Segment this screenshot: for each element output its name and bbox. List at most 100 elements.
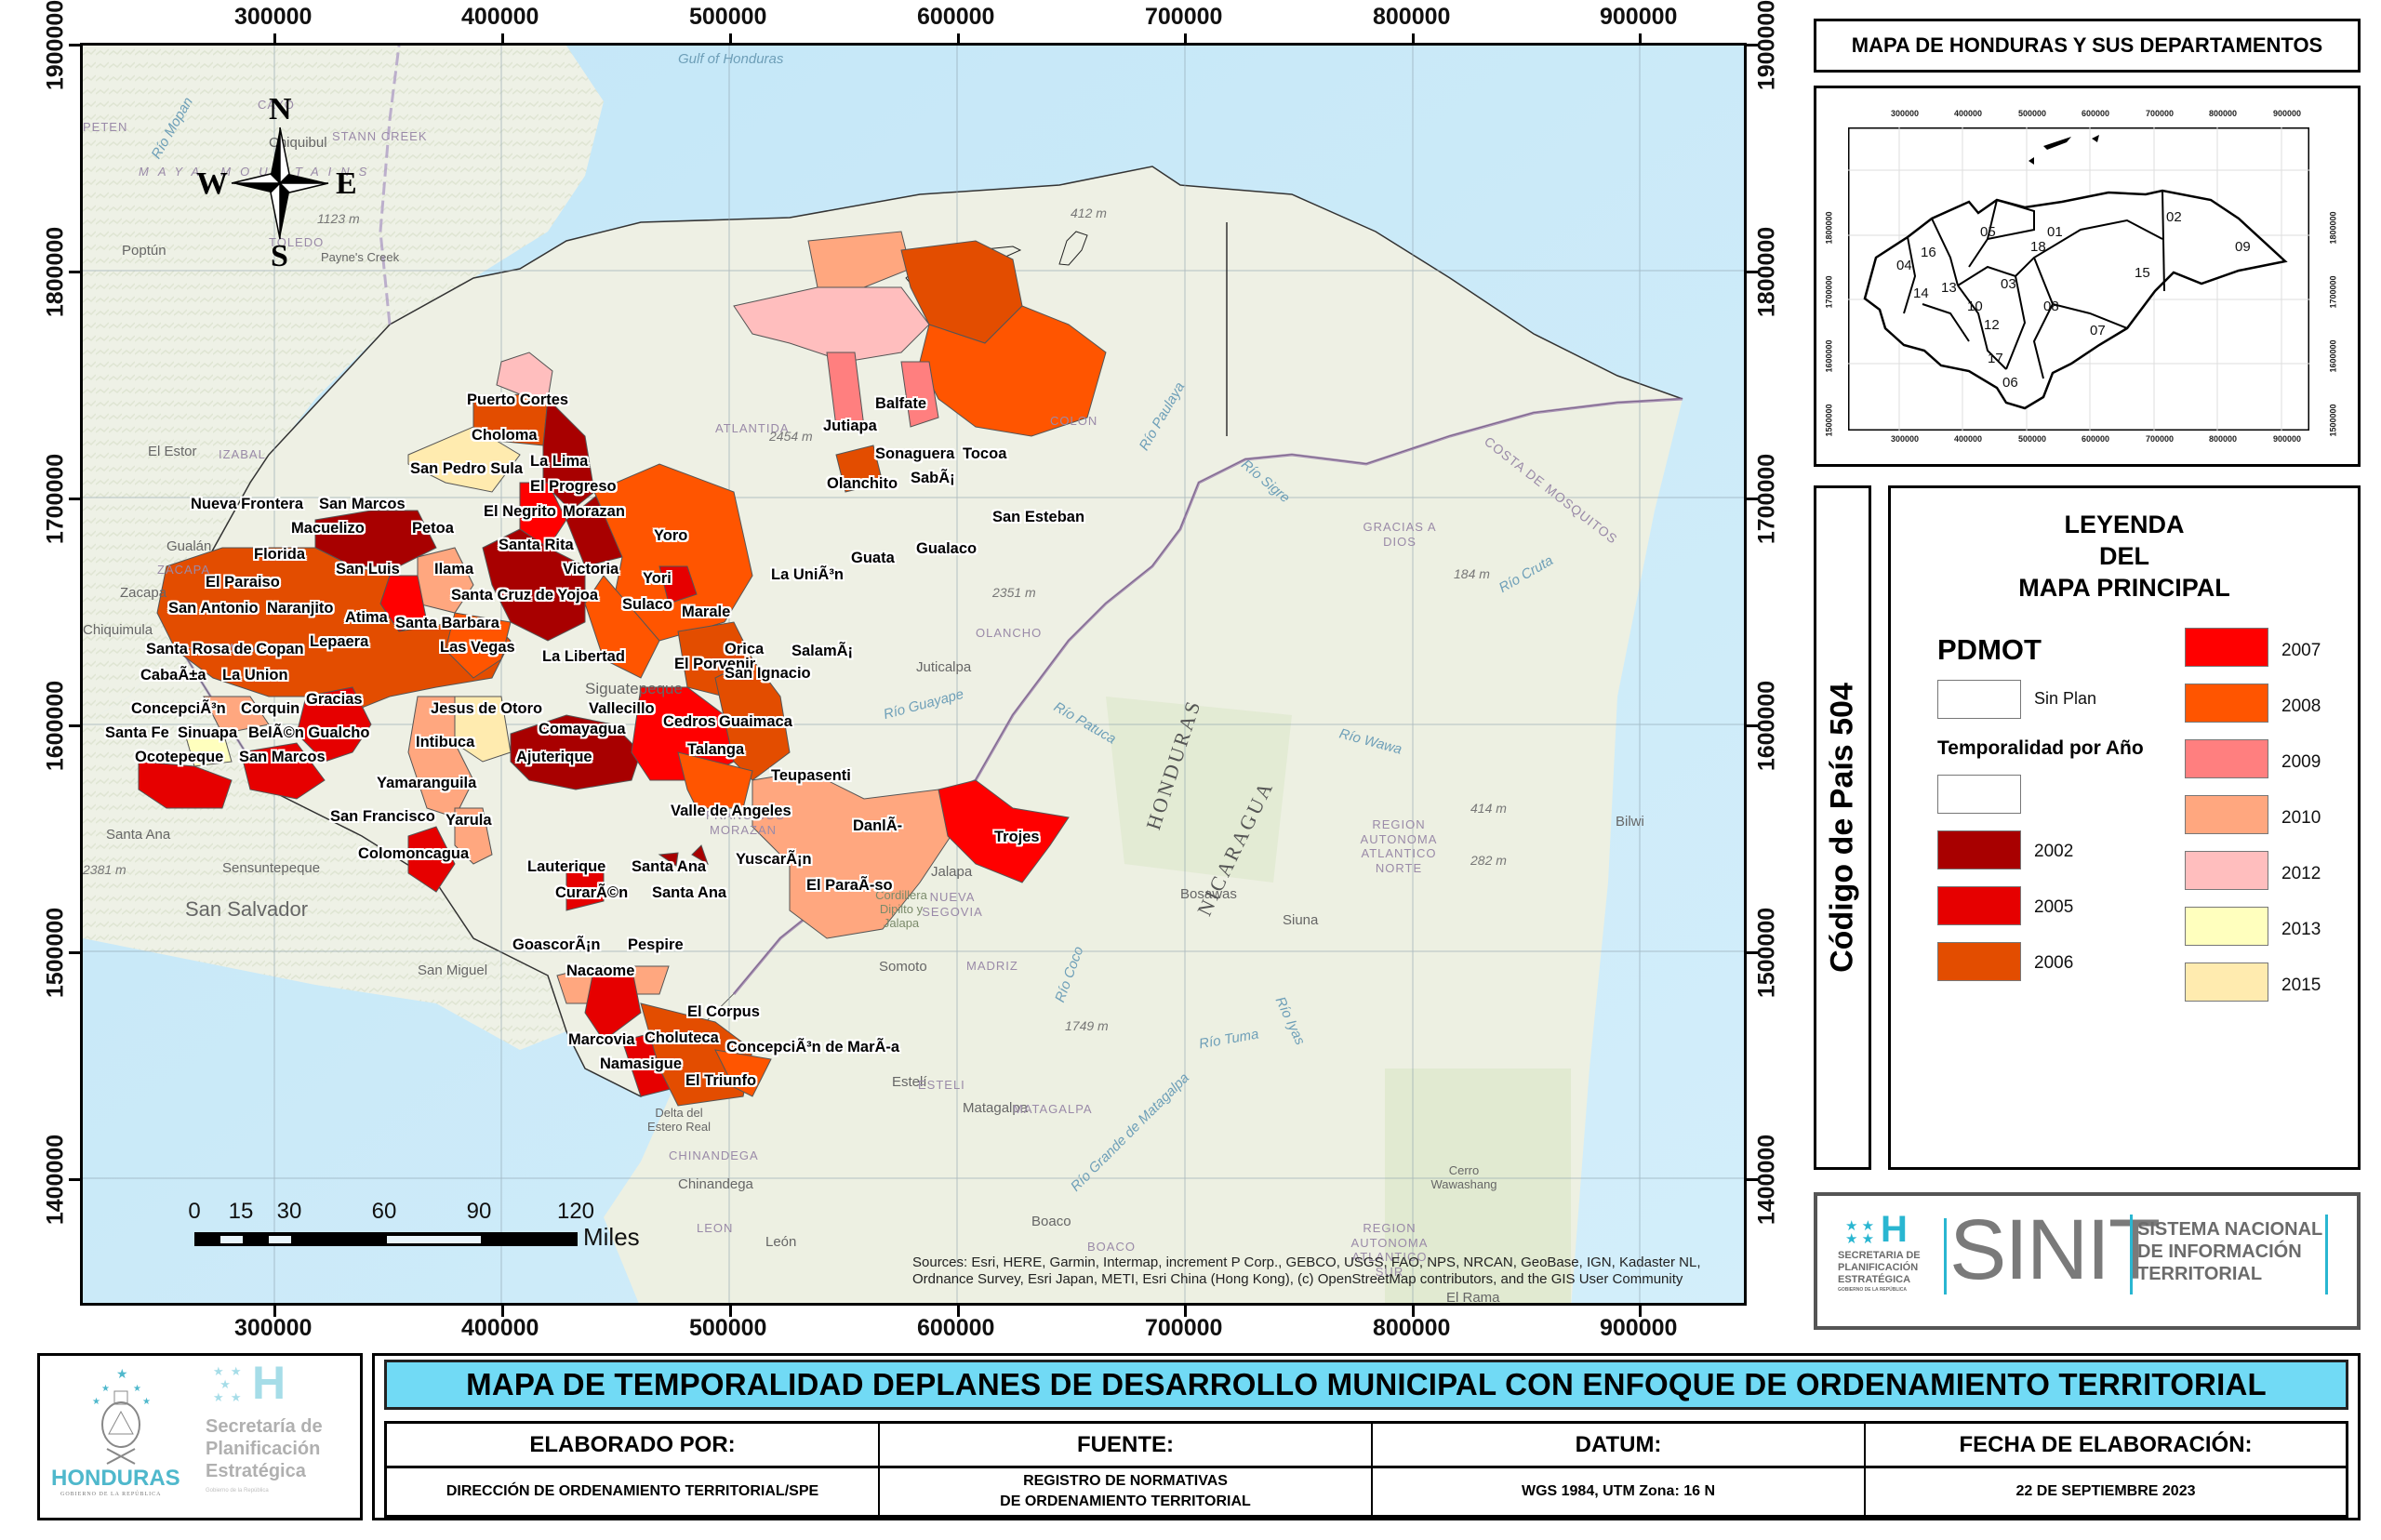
dept-label: 15 [2135,265,2150,281]
x-tick-label: 600000 [917,4,995,30]
region-label: NUEVA SEGOVIA [922,890,983,919]
region-label: ESTELI [918,1078,965,1092]
municipality-label: San Ignacio [725,665,811,682]
h-logo-icon: H [1881,1209,1908,1250]
north-arrow: N S E W [187,92,373,273]
municipality-label: BelÃ©n Gualcho [248,724,370,741]
dept-label: 08 [2043,299,2059,314]
place-label: San Miguel [418,962,488,978]
spe-line: SECRETARIA DE [1838,1250,1921,1261]
dept-label: 14 [1913,285,1929,301]
municipality-label: Talanga [687,741,745,758]
municipality-label: Yoro [654,527,688,544]
map-title: MAPA DE TEMPORALIDAD DEPLANES DE DESARRO… [384,1360,2348,1410]
region-label: IZABAL [219,447,266,461]
legend-label: Sin Plan [2034,689,2097,708]
x-tick-label: 900000 [1600,4,1678,30]
spe-text: SECRETARIA DE PLANIFICACIÓN ESTRATÉGICA … [1838,1250,1921,1294]
scale-bar: 0 15 30 60 90 120 Miles [176,1199,697,1273]
municipality-label: CabaÃ±a [140,667,206,684]
municipality-label: GoascorÃ¡n [512,936,601,953]
compass-rose-icon [231,126,329,240]
municipality-label: Trojes [994,829,1040,845]
legend-swatch-sin-plan [1937,680,2021,719]
legend-temporal-heading: Temporalidad por Año [1937,737,2144,759]
dept-label: 18 [2030,239,2046,255]
spe-line: PLANIFICACIÓN [1838,1262,1919,1273]
region-label: MATAGALPA [1013,1102,1093,1116]
spe-line: ESTRATÉGICA [1838,1274,1911,1285]
x-tick-label: 300000 [234,4,313,30]
municipality-label: Ajuterique [516,749,592,765]
municipality-label: Nacaome [566,962,635,979]
main-map[interactable]: Gulf of Honduras Río Mopan Río Sigre Río… [80,43,1747,1306]
region-label: CHINANDEGA [669,1148,759,1162]
x-tick-label: 800000 [1373,1315,1451,1341]
elevation-label: 282 m [1470,853,1507,868]
honduras-subtitle: GOBIERNO DE LA REPÚBLICA [60,1492,162,1497]
municipality-label: Teupasenti [771,767,851,784]
sinit-desc-line: TERRITORIAL [2137,1264,2263,1284]
municipality-label: Vallecillo [589,700,655,717]
inset-y-tick: 1600000 [2328,339,2338,373]
municipality-label: Choluteca [645,1029,719,1046]
municipality-label: YuscarÃ¡n [736,851,812,868]
municipality-label: Olanchito [827,475,898,492]
inset-x-tick: 800000 [2209,434,2238,444]
compass-e: E [336,166,357,201]
inset-x-tick: 300000 [1891,434,1920,444]
legend-label: 2008 [2281,697,2321,716]
value-fuente-line: REGISTRO DE NORMATIVAS [1023,1473,1228,1489]
divider [2325,1215,2328,1294]
municipality-label: Naranjito [267,600,334,617]
inset-y-tick: 1600000 [1824,339,1834,373]
municipality-label: San Esteban [992,509,1085,525]
legend-swatch-blank [1937,775,2021,814]
municipality-label: Namasigue [600,1055,683,1072]
place-label: Sensuntepeque [222,860,321,876]
legend-swatch-2012 [2185,851,2268,890]
municipality-label: Marale [682,604,731,620]
scale-tick: 60 [371,1199,397,1224]
municipality-label: Lepaera [310,633,369,650]
place-label: Delta del Estero Real [647,1106,711,1134]
place-label: Boaco [1031,1214,1071,1229]
municipality-label: Santa Fe [105,724,169,741]
municipality-label: Colomoncagua [358,845,470,862]
scale-tick: 120 [556,1199,595,1224]
divider [2130,1215,2133,1294]
inset-x-tick: 700000 [2146,109,2175,118]
municipality-label: Santa Barbara [395,615,499,631]
legend-title-line: MAPA PRINCIPAL [2018,574,2230,602]
government-logo-panel: ★ ★ ★ ★ ★ HONDURAS GOBIERNO DE LA REPÚBL… [37,1353,363,1520]
region-label: ZACAPA [157,563,211,577]
legend-swatch-2013 [2185,907,2268,946]
inset-x-tick: 300000 [1891,109,1920,118]
legend-label: 2006 [2034,953,2074,973]
legend-swatch-2005 [1937,886,2021,925]
x-tick-label: 800000 [1373,4,1451,30]
dept-label: 07 [2090,323,2106,339]
municipality-label: Yori [643,570,672,587]
municipality-label: Sonaguera [875,445,955,462]
municipality-label: El Porvenir [674,656,756,672]
dept-label: 03 [2001,276,2016,292]
elevation-label: 2351 m [992,585,1036,600]
inset-map[interactable]: 300000 400000 500000 600000 700000 80000… [1814,86,2361,467]
value-fuente: REGISTRO DE NORMATIVAS DE ORDENAMIENTO T… [880,1468,1373,1515]
star-cluster-icon: ★ ★ ★ ★ [1845,1218,1875,1247]
inset-x-tick: 800000 [2209,109,2238,118]
compass-w: W [196,166,228,201]
dept-label: 01 [2047,224,2063,240]
municipality-label: Comayagua [539,721,626,737]
region-label: REGION AUTONOMA ATLANTICO NORTE [1360,817,1438,875]
legend-title-line: LEYENDA [2064,511,2185,538]
h-logo-icon: H [252,1357,286,1409]
scale-tick: 90 [466,1199,492,1224]
municipality-label: Santa Cruz de Yojoa [451,587,599,604]
y-tick-label: 1800000 [42,226,69,318]
legend-swatch-2010 [2185,795,2268,834]
place-label: Siguatepeque [585,680,683,697]
municipality-label: Choloma [472,427,538,444]
municipality-label: San Pedro Sula [410,460,524,477]
